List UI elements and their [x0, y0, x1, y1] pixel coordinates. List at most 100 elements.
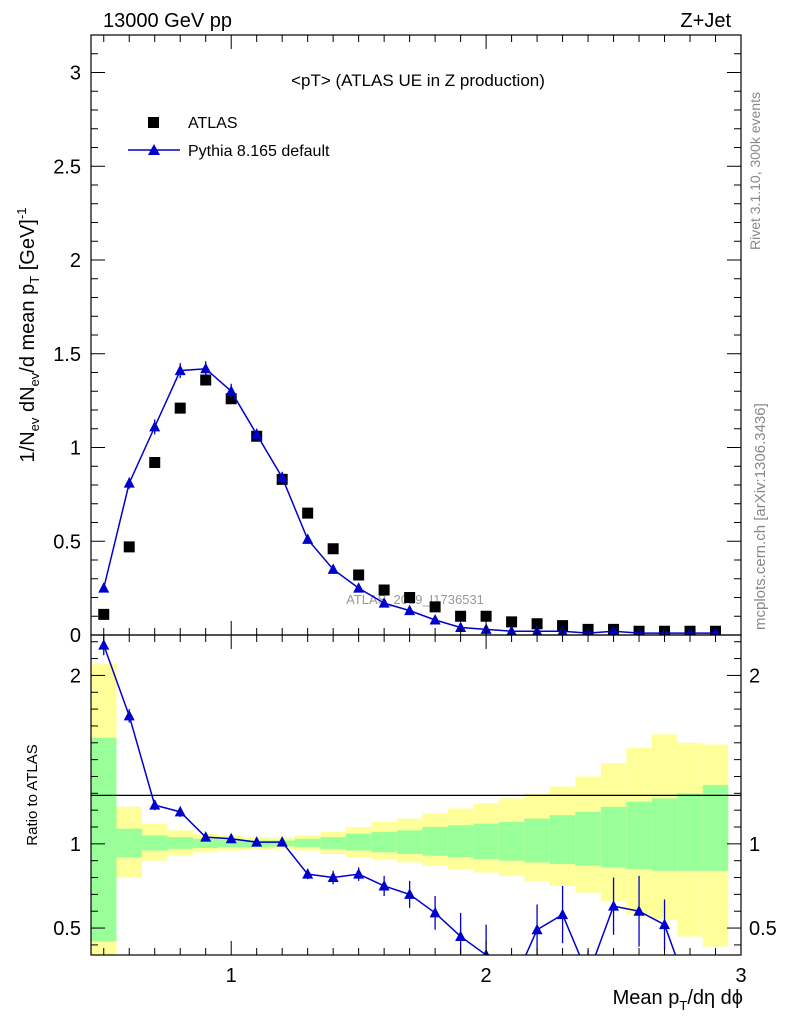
ratio-inner-band-bin — [447, 825, 474, 858]
ratio-data-point — [200, 831, 212, 842]
atlas-data-point — [404, 592, 416, 603]
ratio-y-tick-label-left: 2 — [70, 665, 81, 687]
pythia-data-point — [302, 533, 314, 544]
header-process-label: Z+Jet — [680, 10, 731, 32]
ratio-data-point — [429, 906, 441, 918]
legend-label-atlas: ATLAS — [188, 115, 238, 132]
ratio-inner-band-bin — [651, 798, 678, 871]
ratio-y-tick-label-left: 1 — [70, 834, 81, 856]
ratio-inner-band-bin — [677, 793, 703, 871]
main-y-tick-label: 1 — [70, 438, 81, 460]
ratio-inner-band-bin — [524, 818, 550, 863]
ratio-inner-band-bin — [422, 827, 448, 856]
ratio-inner-band-bin — [294, 838, 321, 848]
ratio-data-point — [302, 868, 314, 879]
ratio-data-point — [327, 871, 339, 883]
ratio-data-point — [659, 918, 671, 930]
x-axis-title: Mean pT/dη dϕ — [613, 987, 743, 1013]
ratio-y-tick-label-right: 2 — [749, 665, 760, 687]
ratio-inner-band-bin — [116, 828, 142, 858]
atlas-data-point — [455, 610, 467, 622]
ratio-inner-band-bin — [498, 821, 525, 861]
atlas-data-point — [327, 543, 339, 555]
atlas-data-point — [531, 618, 543, 630]
ratio-data-point — [353, 868, 365, 879]
x-tick-label: 3 — [735, 965, 746, 987]
pythia-data-point — [455, 621, 467, 632]
atlas-data-point — [98, 608, 110, 620]
ratio-y-tick-label-right: 1 — [749, 834, 760, 856]
ratio-plot-frame — [90, 634, 742, 956]
ratio-y-tick-label-left: 0.5 — [53, 918, 81, 940]
ratio-data-point — [251, 836, 263, 847]
ratio-inner-band-bin — [91, 737, 117, 942]
ratio-inner-band-bin — [473, 823, 499, 859]
ratio-uncertainty-bands — [91, 663, 729, 955]
main-y-tick-label: 2 — [70, 250, 81, 272]
ratio-inner-band-bin — [192, 838, 219, 849]
atlas-data-point — [149, 457, 161, 468]
axis-ticks: 0 0.5 1 1.5 2 2.5 3 1 2 3 0.5 0.5 1 1 2 2 — [53, 34, 777, 987]
ratio-inner-band-bin — [575, 811, 601, 866]
pythia-data-point — [276, 471, 288, 482]
pythia-data-point — [98, 582, 110, 593]
rivet-version-label: Rivet 3.1.10, 300k events — [747, 92, 763, 250]
ratio-inner-band-bin — [549, 815, 576, 865]
main-y-tick-label: 3 — [70, 63, 81, 85]
main-y-tick-label: 0 — [70, 625, 81, 647]
pythia-data-point — [378, 597, 390, 608]
pythia-data-point — [404, 604, 416, 616]
pythia-data-point — [174, 364, 186, 376]
atlas-data-point — [200, 374, 212, 386]
ratio-data-point — [149, 799, 161, 810]
pythia-data-point — [149, 420, 161, 432]
atlas-data-point — [429, 601, 441, 613]
ratio-data-point — [608, 900, 620, 911]
ratio-data-point — [98, 639, 110, 650]
ratio-data-point — [404, 888, 416, 899]
header-energy-label: 13000 GeV pp — [103, 10, 232, 32]
legend-marker-atlas — [148, 117, 159, 128]
pythia-data-point — [327, 563, 339, 574]
ratio-data-point — [378, 879, 390, 891]
main-y-tick-label: 2.5 — [53, 156, 81, 178]
ratio-data-point — [276, 836, 288, 847]
ratio-data-point — [506, 981, 517, 992]
mcplots-reference-label: mcplots.cern.ch [arXiv:1306.3436] — [752, 403, 769, 630]
ratio-plot-marks — [98, 635, 677, 992]
ratio-y-tick-label-right: 0.5 — [749, 918, 777, 940]
atlas-data-point — [174, 402, 186, 414]
pythia-data-point — [251, 428, 263, 439]
atlas-data-point — [353, 569, 365, 581]
ratio-data-point — [174, 805, 186, 817]
x-tick-label: 2 — [481, 965, 492, 987]
ratio-data-point — [583, 969, 594, 980]
ratio-inner-band-bin — [167, 837, 193, 849]
ratio-data-point — [123, 709, 135, 721]
ratio-inner-band-bin — [396, 830, 423, 854]
ratio-inner-band-bin — [345, 833, 372, 851]
legend: ATLAS Pythia 8.165 default — [128, 115, 330, 160]
pythia-data-point — [200, 362, 212, 374]
main-plot-marks — [98, 361, 722, 635]
atlas-data-point — [378, 584, 390, 596]
atlas-data-point — [302, 507, 314, 519]
ratio-inner-band-bin — [371, 832, 397, 853]
ratio-inner-band-bin — [218, 839, 244, 848]
pythia-data-point — [225, 385, 237, 396]
y-axis-title-ratio: Ratio to ATLAS — [24, 744, 41, 845]
legend-label-pythia: Pythia 8.165 default — [188, 143, 330, 160]
ratio-data-point — [557, 908, 569, 920]
legend-marker-pythia — [148, 144, 160, 155]
ratio-inner-band-bin — [702, 784, 729, 871]
ratio-inner-band-bin — [320, 837, 346, 849]
ratio-data-point — [225, 832, 237, 844]
main-y-tick-label: 1.5 — [53, 344, 81, 366]
ratio-inner-band-bin — [600, 806, 627, 868]
atlas-data-point — [506, 616, 518, 628]
pythia-data-point — [429, 614, 441, 625]
y-axis-title-main: 1/Nev dNev/d mean pT [GeV]-1 — [14, 208, 42, 463]
ratio-data-point — [633, 905, 645, 916]
plot-title: <pT> (ATLAS UE in Z production) — [291, 71, 545, 90]
